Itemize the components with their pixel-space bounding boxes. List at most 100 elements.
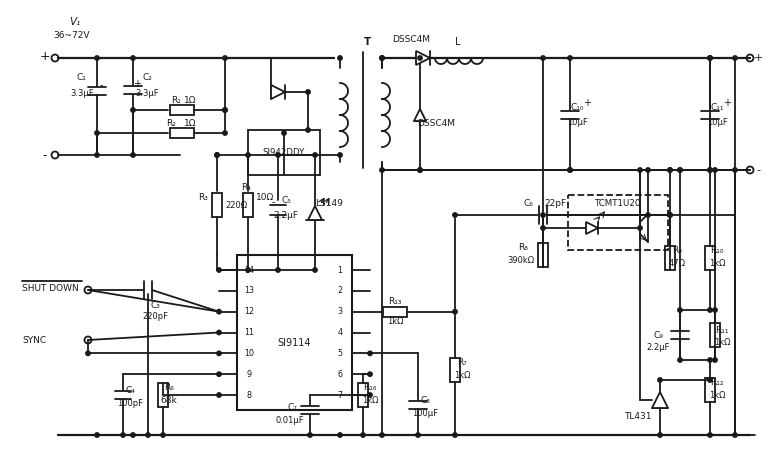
Bar <box>538 243 548 267</box>
Text: R₇: R₇ <box>457 357 467 366</box>
Circle shape <box>131 433 135 437</box>
Text: -: - <box>99 80 103 90</box>
Text: SI9114: SI9114 <box>278 337 311 348</box>
Circle shape <box>131 56 135 60</box>
Text: C₇: C₇ <box>287 402 297 412</box>
Circle shape <box>707 308 712 312</box>
Bar <box>212 193 222 217</box>
Text: 7: 7 <box>338 390 342 400</box>
Text: SHUT DOWN: SHUT DOWN <box>22 284 78 292</box>
Circle shape <box>281 131 286 135</box>
Text: 2.2μF: 2.2μF <box>274 211 298 219</box>
Circle shape <box>677 308 682 312</box>
Circle shape <box>707 56 712 60</box>
Bar <box>665 246 675 270</box>
Circle shape <box>121 433 125 437</box>
Bar <box>710 323 720 347</box>
Bar <box>170 128 194 138</box>
Bar <box>450 358 460 382</box>
Circle shape <box>217 330 221 335</box>
Circle shape <box>215 153 219 157</box>
Text: 100pF: 100pF <box>117 398 143 408</box>
Circle shape <box>733 433 737 437</box>
Circle shape <box>453 433 458 437</box>
Text: 220pF: 220pF <box>142 312 168 320</box>
Circle shape <box>313 268 317 272</box>
Circle shape <box>95 433 99 437</box>
Text: R₆: R₆ <box>164 383 174 391</box>
Polygon shape <box>308 206 322 220</box>
Text: 6: 6 <box>338 370 342 378</box>
Text: LS149: LS149 <box>315 199 343 207</box>
Text: +: + <box>133 79 141 89</box>
Circle shape <box>707 56 712 60</box>
Polygon shape <box>416 51 430 65</box>
Circle shape <box>217 309 221 314</box>
Circle shape <box>131 108 135 112</box>
Circle shape <box>677 168 682 172</box>
Text: 36~72V: 36~72V <box>54 30 90 40</box>
Text: 1: 1 <box>338 266 342 274</box>
Circle shape <box>276 153 280 157</box>
Circle shape <box>380 56 384 60</box>
Text: 5: 5 <box>338 349 342 358</box>
Text: +: + <box>583 98 591 108</box>
Bar <box>158 383 168 407</box>
Circle shape <box>541 56 545 60</box>
Circle shape <box>95 56 99 60</box>
Circle shape <box>713 358 717 362</box>
Text: TL431: TL431 <box>624 412 652 420</box>
Circle shape <box>338 153 342 157</box>
Text: C₆: C₆ <box>523 199 533 207</box>
Text: C₉: C₉ <box>653 331 663 339</box>
Text: R₁₀: R₁₀ <box>711 246 724 254</box>
Text: 1kΩ: 1kΩ <box>709 390 725 400</box>
Bar <box>358 383 368 407</box>
Bar <box>705 378 715 402</box>
Circle shape <box>638 168 642 172</box>
Circle shape <box>217 351 221 355</box>
Circle shape <box>380 433 384 437</box>
Text: 13: 13 <box>244 286 254 296</box>
Text: T: T <box>365 37 371 47</box>
Text: 4: 4 <box>338 328 342 337</box>
Circle shape <box>667 213 672 217</box>
Circle shape <box>217 268 221 272</box>
Circle shape <box>338 433 342 437</box>
Circle shape <box>707 168 712 172</box>
Circle shape <box>361 433 365 437</box>
Circle shape <box>86 351 90 355</box>
Circle shape <box>131 153 135 157</box>
Circle shape <box>707 433 712 437</box>
Circle shape <box>380 56 384 60</box>
Text: 68k: 68k <box>161 396 178 404</box>
Text: 8: 8 <box>247 390 251 400</box>
Polygon shape <box>652 392 668 408</box>
Circle shape <box>418 168 422 172</box>
Text: DSSC4M: DSSC4M <box>392 35 430 45</box>
Text: DSSC4M: DSSC4M <box>417 118 455 128</box>
Text: 3: 3 <box>338 307 342 316</box>
Circle shape <box>713 168 717 172</box>
Text: C₁₁: C₁₁ <box>711 102 724 112</box>
Text: 9: 9 <box>246 370 251 378</box>
Text: R₃: R₃ <box>198 193 208 201</box>
Circle shape <box>306 90 310 94</box>
Circle shape <box>217 372 221 376</box>
Circle shape <box>368 393 372 397</box>
Text: 220Ω: 220Ω <box>225 201 247 209</box>
Circle shape <box>223 108 227 112</box>
Text: -: - <box>271 197 275 207</box>
Text: R₁: R₁ <box>171 95 181 105</box>
Circle shape <box>541 226 545 230</box>
Bar <box>705 246 715 270</box>
Text: 47Ω: 47Ω <box>668 259 685 267</box>
Bar <box>248 130 320 175</box>
Text: R₁₃: R₁₃ <box>388 297 401 306</box>
Polygon shape <box>586 222 598 234</box>
Text: 1kΩ: 1kΩ <box>454 371 471 379</box>
Text: 12: 12 <box>244 307 254 316</box>
Text: R₁₂: R₁₂ <box>711 378 724 386</box>
Text: 22pF: 22pF <box>544 199 566 207</box>
Circle shape <box>713 308 717 312</box>
